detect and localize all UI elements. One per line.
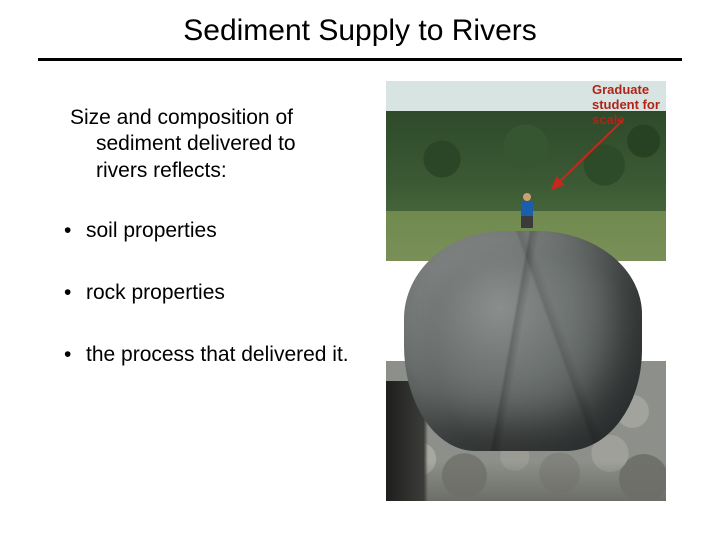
figure-column: Graduate student for scale bbox=[380, 81, 690, 501]
intro-line: rivers reflects: bbox=[70, 158, 380, 184]
content-row: Size and composition of sediment deliver… bbox=[0, 61, 720, 501]
text-column: Size and composition of sediment deliver… bbox=[60, 81, 380, 501]
list-item: soil properties bbox=[60, 218, 380, 244]
photo-boulder bbox=[404, 231, 642, 451]
intro-line: Size and composition of bbox=[70, 105, 380, 131]
boulder-photo bbox=[386, 81, 666, 501]
photo-person bbox=[520, 193, 534, 229]
intro-line: sediment delivered to bbox=[70, 131, 380, 157]
annotation-line: Graduate bbox=[592, 83, 694, 98]
bullet-list: soil properties rock properties the proc… bbox=[60, 218, 380, 369]
annotation-line: student for bbox=[592, 98, 694, 113]
annotation-line: scale bbox=[592, 113, 694, 128]
annotation-label: Graduate student for scale bbox=[592, 83, 694, 128]
intro-text: Size and composition of sediment deliver… bbox=[60, 105, 380, 184]
slide-title: Sediment Supply to Rivers bbox=[0, 0, 720, 48]
list-item: the process that delivered it. bbox=[60, 342, 380, 368]
list-item: rock properties bbox=[60, 280, 380, 306]
